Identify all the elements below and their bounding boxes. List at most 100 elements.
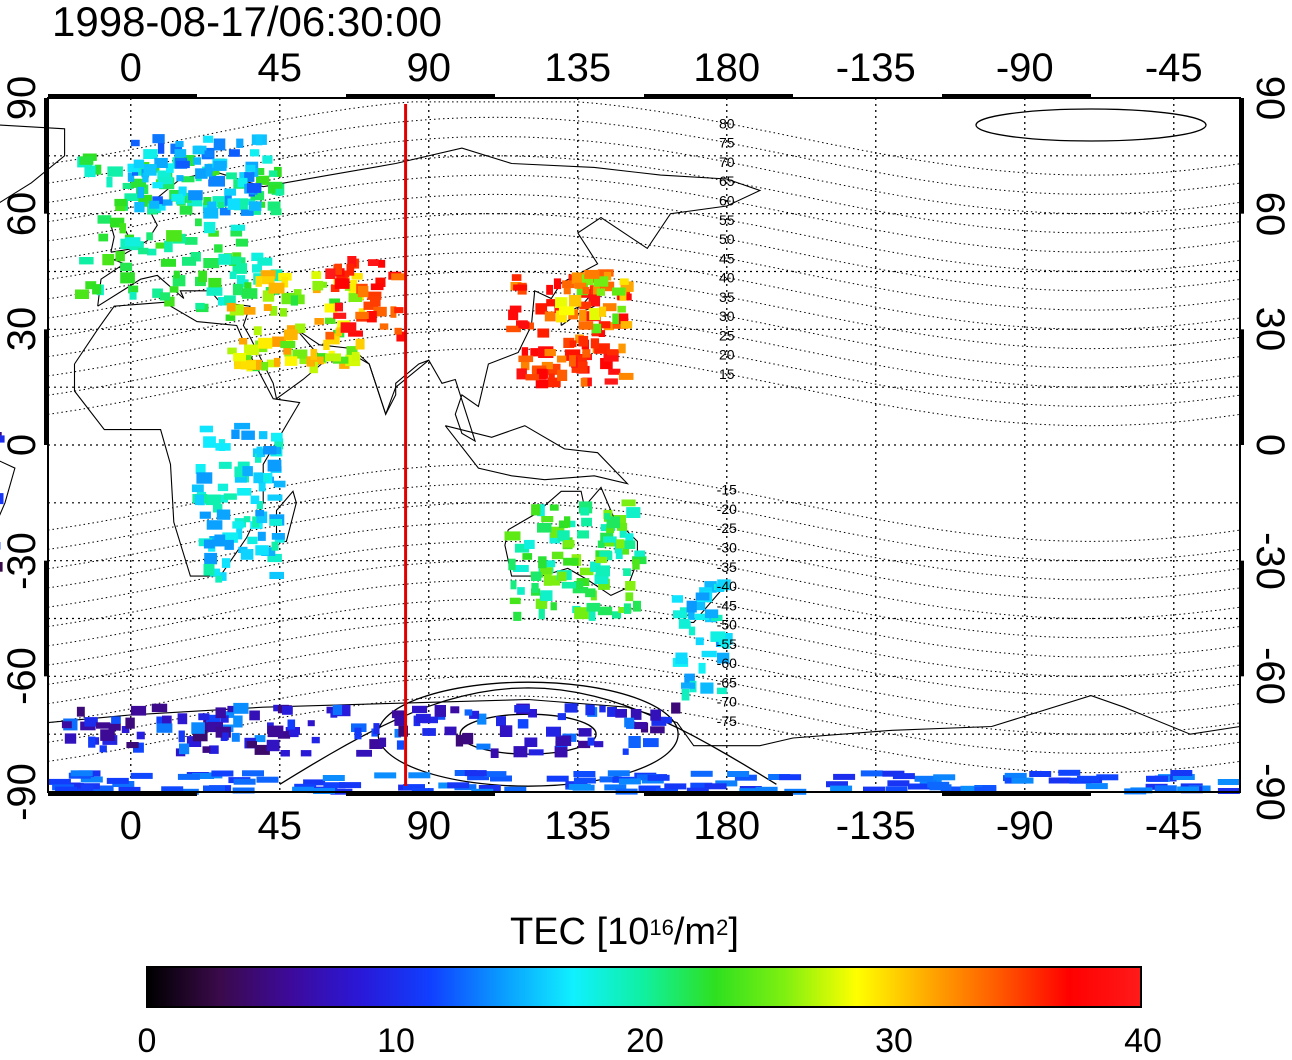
tec-point-antarctic-ring [408,772,430,778]
tec-point-antarctic-coast [203,746,211,753]
tec-point-antarctic-coast [65,733,76,743]
frame-tick-right [1240,329,1244,445]
tec-point-new-zealand [682,689,690,701]
tec-map: 8075706560555045403530252015-15-20-25-30… [0,0,1292,900]
contour-label: -15 [717,482,737,498]
tec-point-antarctic-coast [397,740,404,749]
tec-point-antarctic-coast [62,721,72,728]
tec-point-europe [98,215,112,224]
contour-label: 55 [719,212,735,228]
tec-point-scandinavia [171,194,183,201]
tec-point-antarctic-coast [416,714,431,723]
tec-point-australia [511,580,517,589]
tec-point-antarctic-ring [779,774,801,780]
tec-point-australia [551,602,557,610]
y-tick-label-right: 90 [1248,38,1292,158]
tec-point-middle-east [352,352,360,361]
tec-point-antarctic-coast [96,722,110,728]
tec-point-europe [218,202,224,209]
tec-point-antarctic-coast [465,709,473,715]
tec-point-east-asia [608,369,620,375]
tec-point-east-asia [512,274,522,281]
x-tick-label-top: 180 [657,46,797,90]
contour-label: 40 [719,270,735,286]
tec-point-antarctic-coast [267,740,280,751]
tec-point-scandinavia [206,165,213,177]
tec-point-scandinavia [203,136,213,143]
tec-point-australia [603,536,617,542]
y-tick-label-right: -60 [1248,616,1292,736]
tec-point-scandinavia [193,157,201,165]
tec-point-africa [269,572,284,579]
tec-point-central-asia [380,323,389,329]
tec-point-australia [625,533,633,540]
tec-point-japan [579,321,594,330]
tec-point-antarctic-coast [623,749,629,755]
tec-point-australia [508,559,515,571]
tec-point-east-asia [545,349,556,356]
tec-point-europe [98,234,108,242]
tec-point-africa [219,462,232,469]
contour-label: 20 [719,347,735,363]
tec-point-scandinavia [229,149,240,157]
tec-point-central-asia [335,303,343,312]
tec-point-antarctic-coast [643,738,659,747]
tec-point-scandinavia [209,176,225,187]
tec-point-europe [92,284,101,294]
tec-point-antarctic-ring [861,770,883,776]
x-tick-label-bottom: 180 [657,804,797,848]
tec-point-australia [541,516,553,522]
tec-point-central-asia [391,273,404,280]
y-tick-label-right: -90 [1248,732,1292,852]
contour-label: -70 [717,694,737,710]
tec-point-antarctic-coast [152,704,167,712]
tec-point-europe [226,172,237,179]
contour-label: 15 [719,366,735,382]
tec-point-antarctic-coast [137,732,145,740]
tec-point-east-asia [582,349,590,358]
tec-point-antarctic-coast [288,720,296,730]
tec-point-scandinavia [175,149,187,157]
tec-point-antarctic-coast [100,745,107,752]
tec-point-africa [235,477,247,483]
tec-point-antarctic-coast [222,733,229,741]
tec-point-middle-east [356,339,365,350]
tec-point-middle-east [280,341,295,348]
tec-point-central-asia [395,328,402,335]
tec-point-central-asia [394,307,403,313]
tec-point-europe [218,254,231,265]
tec-point-europe [262,155,272,163]
tec-point-scandinavia [213,161,226,171]
tec-point-antarctic-coast [373,723,379,734]
tec-point-antarctic-ring [1170,770,1192,776]
tec-point-antarctic-coast [650,726,665,733]
x-tick-label-bottom: 0 [61,804,201,848]
y-tick-label-right: 0 [1248,385,1292,505]
tec-point-japan [584,270,599,279]
tec-point-scandinavia [193,146,207,155]
tec-point-antarctic-ring [484,771,506,777]
tec-point-australia [623,568,631,576]
tec-point-antarctic-ring [893,773,915,779]
contour-label: -20 [717,501,737,517]
tec-point-africa [204,540,215,549]
tec-point-middle-east [285,356,298,366]
tec-point-antarctic-coast [333,705,342,715]
tec-point-africa [270,519,283,526]
tec-point-europe [203,258,219,268]
tec-point-africa [247,537,257,544]
tec-point-australia [577,530,589,538]
tec-point-antarctic-ring [1146,776,1168,782]
tec-point-europe [230,272,237,280]
tec-point-middle-east [264,304,272,311]
tec-point-africa [214,535,225,547]
tec-point-central-asia [378,260,385,268]
tec-point-africa [237,488,251,496]
tec-point-antarctic-coast [500,725,512,737]
tec-point-africa [241,549,254,560]
tec-point-europe [174,271,180,279]
tec-point-africa [244,516,251,522]
tec-point-east-asia [518,356,533,363]
tec-point-east-asia [522,347,528,356]
contour-label: -35 [717,559,737,575]
